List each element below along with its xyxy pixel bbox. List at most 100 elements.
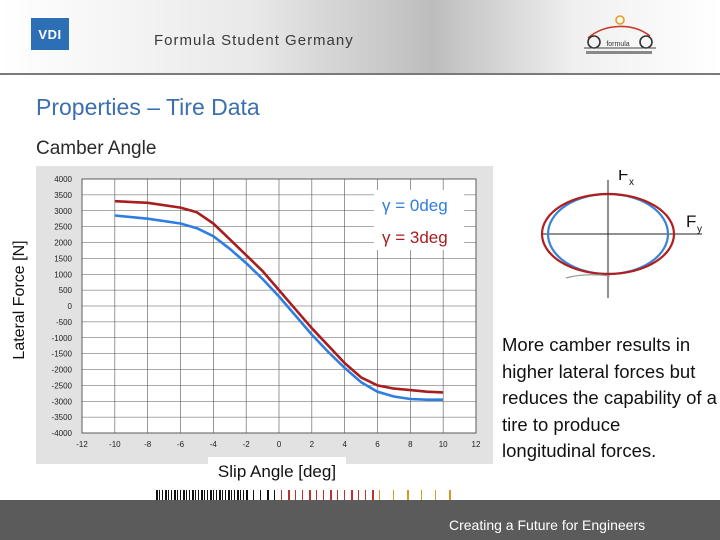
- y-tick-label: -2500: [52, 381, 73, 390]
- friction-ellipse-diagram: F x F y: [540, 170, 702, 298]
- footer-bar: [0, 500, 720, 540]
- chart-series: [114, 199, 444, 401]
- barcode-bar: [159, 490, 160, 502]
- barcode-bar: [365, 490, 366, 502]
- barcode-bar: [186, 490, 187, 502]
- x-tick-label: -10: [109, 440, 121, 449]
- barcode-bar: [407, 490, 409, 502]
- x-tick-label: 2: [310, 440, 315, 449]
- x-tick-label: -6: [177, 440, 185, 449]
- barcode-bar: [228, 490, 230, 502]
- section-subtitle: Camber Angle: [36, 138, 157, 159]
- fx-subscript: x: [629, 177, 634, 188]
- y-tick-label: -2000: [52, 366, 73, 375]
- barcode-bar: [174, 490, 176, 502]
- x-tick-label: -8: [144, 440, 152, 449]
- barcode-bar: [210, 490, 212, 502]
- barcode-bar: [195, 490, 196, 502]
- y-tick-label: -3000: [52, 397, 73, 406]
- barcode-bar: [168, 490, 169, 502]
- barcode-bar: [330, 490, 332, 502]
- barcode-bar: [351, 490, 353, 502]
- barcode-bar: [237, 490, 239, 502]
- page-title: Properties – Tire Data: [36, 94, 260, 120]
- barcode-bar: [281, 490, 282, 502]
- barcode-bar: [309, 490, 311, 502]
- x-tick-label: -2: [243, 440, 251, 449]
- formula-logo: formula: [584, 15, 656, 54]
- barcode-bar: [253, 490, 254, 502]
- barcode-bar: [421, 490, 422, 502]
- barcode-bar: [449, 490, 451, 502]
- y-tick-label: 2000: [54, 239, 72, 248]
- legend-entry-0: γ = 0deg: [382, 196, 448, 215]
- barcode-bar: [231, 490, 232, 502]
- chart-legend: γ = 0deg γ = 3deg: [374, 190, 464, 250]
- series-line-0: [114, 214, 444, 401]
- motion-arrow-icon: [565, 274, 611, 279]
- x-tick-label: 12: [472, 440, 481, 449]
- y-tick-label: 1500: [54, 254, 72, 263]
- barcode-bar: [171, 490, 172, 502]
- footer-tagline: Creating a Future for Engineers: [449, 517, 646, 533]
- friction-ellipse-3deg: [540, 192, 676, 276]
- series-line-1: [114, 199, 444, 394]
- formula-logo-text: formula: [606, 41, 629, 48]
- y-tick-label: 2500: [54, 223, 72, 232]
- fy-subscript: y: [697, 224, 702, 235]
- barcode-bar: [162, 490, 163, 502]
- description-text: More camber results in higher lateral fo…: [502, 334, 717, 461]
- barcode-bar: [344, 490, 345, 502]
- barcode-bar: [246, 490, 248, 502]
- barcode-bar: [274, 490, 275, 502]
- y-tick-label: -3500: [52, 413, 73, 422]
- x-tick-label: -12: [76, 440, 88, 449]
- y-tick-label: 3500: [54, 191, 72, 200]
- y-tick-label: 0: [68, 302, 73, 311]
- vdi-logo: VDI: [31, 18, 69, 50]
- barcode-bar: [316, 490, 317, 502]
- y-axis-label: Lateral Force [N]: [11, 240, 28, 360]
- barcode-bar: [219, 490, 221, 502]
- barcode-bar: [204, 490, 205, 502]
- barcode-bar: [177, 490, 178, 502]
- barcode-bar: [393, 490, 394, 502]
- barcode-bar: [234, 490, 235, 502]
- barcode-bar: [222, 490, 223, 502]
- y-tick-label: 1000: [54, 270, 72, 279]
- y-tick-label: -1500: [52, 350, 73, 359]
- y-tick-label: 3000: [54, 207, 72, 216]
- barcode-bar: [156, 490, 158, 502]
- x-tick-label: -4: [210, 440, 218, 449]
- barcode-bar: [358, 490, 359, 502]
- barcode-bar: [180, 490, 181, 502]
- barcode-bar: [435, 490, 436, 502]
- barcode-bar: [323, 490, 324, 502]
- x-tick-label: 6: [375, 440, 380, 449]
- barcode-bar: [216, 490, 217, 502]
- y-tick-label: -500: [56, 318, 73, 327]
- x-tick-label: 10: [439, 440, 448, 449]
- barcode-bar: [372, 490, 374, 502]
- decorative-barcode: [156, 490, 451, 502]
- barcode-bar: [165, 490, 167, 502]
- barcode-bar: [183, 490, 185, 502]
- fx-label: F: [618, 170, 628, 184]
- barcode-bar: [267, 490, 269, 502]
- barcode-bar: [379, 490, 380, 502]
- x-tick-label: 0: [277, 440, 282, 449]
- y-tick-label: -4000: [52, 429, 73, 438]
- barcode-bar: [240, 490, 241, 502]
- barcode-bar: [189, 490, 190, 502]
- barcode-bar: [302, 490, 303, 502]
- x-tick-label: 8: [408, 440, 413, 449]
- y-tick-label: 500: [59, 286, 73, 295]
- barcode-bar: [260, 490, 261, 502]
- barcode-bar: [288, 490, 290, 502]
- chart-ticks: -12 -10 -8 -6 -4 -2 0 2 4 6 8 10 12 4000 3500 3000 2500 2…: [52, 175, 481, 449]
- y-tick-label: -1000: [52, 334, 73, 343]
- barcode-bar: [207, 490, 208, 502]
- barcode-bar: [243, 490, 244, 502]
- barcode-bar: [201, 490, 203, 502]
